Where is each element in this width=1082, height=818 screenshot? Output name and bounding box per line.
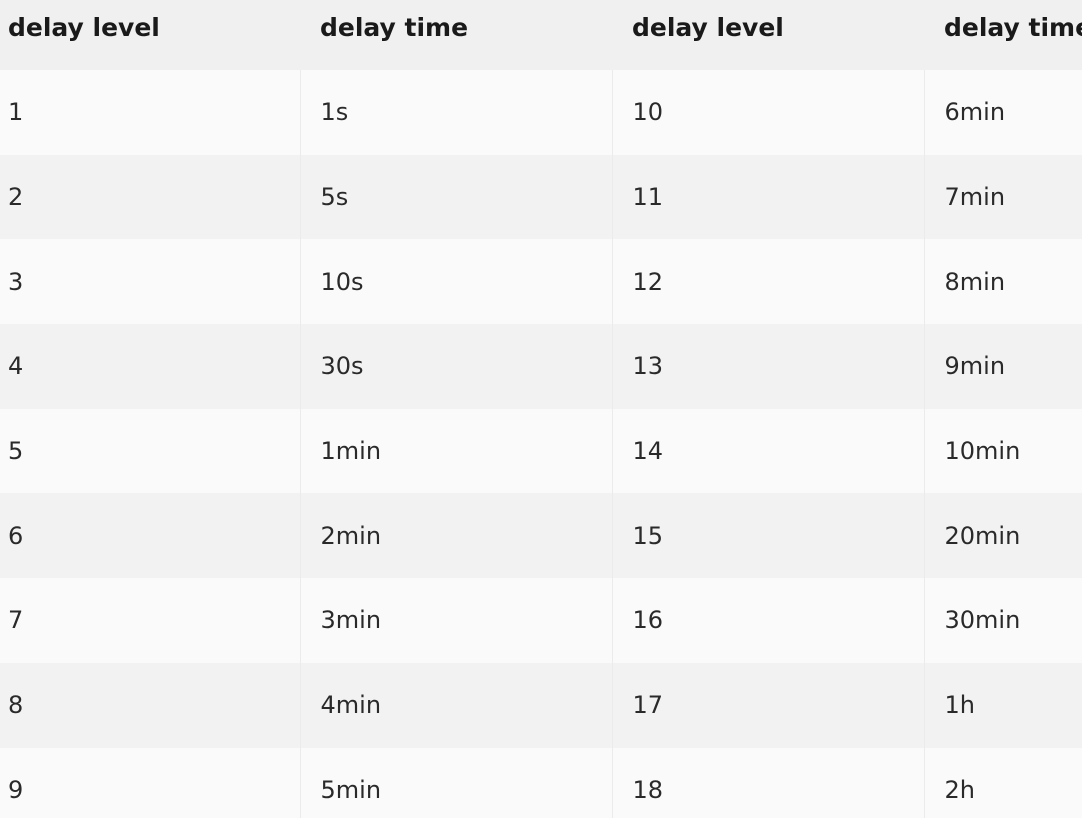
- table-header: delay level delay time delay level delay…: [0, 0, 1082, 70]
- table-cell: 1: [8, 98, 24, 127]
- table-cell: 4: [8, 352, 24, 381]
- table-cell: 1h: [923, 662, 1082, 748]
- table-row: 2 5s 11 7min: [0, 154, 1082, 240]
- table-cell: 6: [8, 521, 24, 550]
- table-cell: 1min: [299, 408, 612, 494]
- table-cell: 2h: [923, 747, 1082, 818]
- table-row: 8 4min 17 1h: [0, 662, 1082, 748]
- table-cell: 17: [611, 662, 924, 748]
- table-row: 5 1min 14 10min: [0, 408, 1082, 494]
- table-cell: 18: [611, 747, 924, 818]
- table-cell: 16: [611, 578, 924, 663]
- table-cell: 8: [8, 691, 24, 720]
- header-delay-level: delay level: [632, 12, 784, 42]
- table-cell: 20min: [923, 493, 1082, 579]
- table-cell: 5s: [299, 154, 612, 240]
- header-delay-time: delay time: [320, 12, 469, 42]
- table-cell: 9: [8, 775, 24, 804]
- table-cell: 30s: [299, 324, 612, 409]
- table-row: 9 5min 18 2h: [0, 747, 1082, 818]
- table-cell: 13: [611, 324, 924, 409]
- table-cell: 14: [611, 408, 924, 494]
- header-row: delay level delay time delay level delay…: [0, 0, 1082, 70]
- table-cell: 8min: [923, 239, 1082, 325]
- table-cell: 7: [8, 606, 24, 635]
- header-delay-level: delay level: [8, 12, 160, 42]
- table-cell: 9min: [923, 324, 1082, 409]
- table-cell: 30min: [923, 578, 1082, 663]
- table-cell: 10min: [923, 408, 1082, 494]
- table-cell: 2: [8, 183, 24, 212]
- table-cell: 10: [611, 70, 924, 155]
- table-row: 3 10s 12 8min: [0, 239, 1082, 325]
- table-cell: 3min: [299, 578, 612, 663]
- table-cell: 5: [8, 437, 24, 466]
- table-cell: 12: [611, 239, 924, 325]
- table-cell: 3: [8, 267, 24, 296]
- table-cell: 7min: [923, 154, 1082, 240]
- table-cell: 6min: [923, 70, 1082, 155]
- table-row: 1 1s 10 6min: [0, 70, 1082, 155]
- table-cell: 11: [611, 154, 924, 240]
- table-cell: 1s: [299, 70, 612, 155]
- table-cell: 10s: [299, 239, 612, 325]
- header-delay-time: delay time: [944, 12, 1082, 42]
- table-cell: 5min: [299, 747, 612, 818]
- table-row: 4 30s 13 9min: [0, 324, 1082, 409]
- table-cell: 2min: [299, 493, 612, 579]
- table-cell: 4min: [299, 662, 612, 748]
- table-row: 6 2min 15 20min: [0, 493, 1082, 579]
- table-row: 7 3min 16 30min: [0, 578, 1082, 663]
- table-cell: 15: [611, 493, 924, 579]
- table-body: 1 1s 10 6min 2 5s 11 7min 3 10s 12 8min …: [0, 70, 1082, 818]
